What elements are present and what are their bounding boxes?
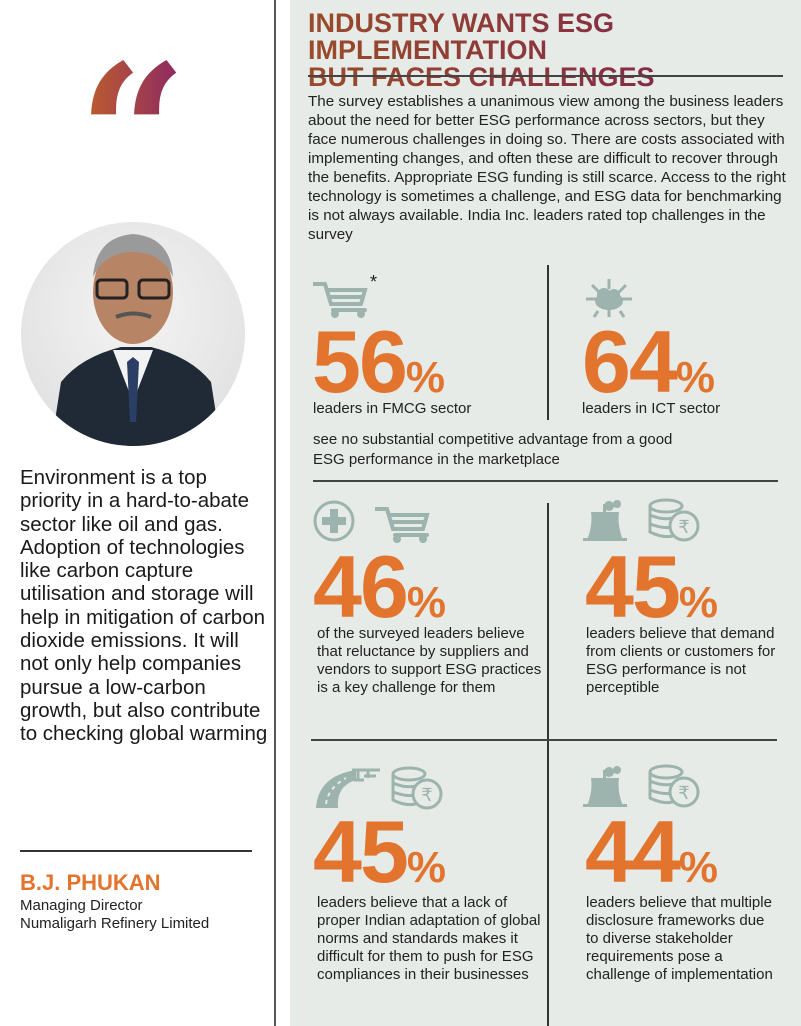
percent-sign: % [405, 353, 446, 402]
quote-divider [20, 850, 252, 852]
stat-description: of the surveyed leaders believe that rel… [317, 625, 542, 696]
stat-number: 45 [585, 537, 681, 636]
stat-description: leaders believe that demand from clients… [586, 625, 776, 696]
stat-description: leaders believe that a lack of proper In… [317, 894, 541, 983]
percent-sign: % [678, 578, 719, 627]
factory-icon [583, 500, 629, 542]
stat-number: 44 [585, 802, 681, 901]
road-icon [316, 766, 380, 808]
cloud-network-icon [582, 275, 636, 319]
speaker-name: B.J. PHUKAN [20, 870, 161, 895]
percent-sign: % [678, 843, 719, 892]
portrait-photo [21, 222, 245, 446]
title-divider [308, 75, 783, 77]
quote-text: Environment is a top priority in a hard-… [20, 466, 268, 746]
stat-value: 56% [312, 318, 446, 418]
stat-value: 45% [585, 543, 719, 643]
medical-cross-icon [313, 500, 357, 544]
stat-number: 46 [313, 537, 409, 636]
stat-value: 64% [582, 318, 716, 418]
stat-number: 56 [312, 312, 408, 411]
title-line: INDUSTRY WANTS ESG IMPLEMENTATION [308, 8, 615, 65]
quote-panel [0, 0, 275, 1026]
stat-divider [547, 265, 549, 420]
stat-number: 45 [313, 802, 409, 901]
article-title: INDUSTRY WANTS ESG IMPLEMENTATION BUT FA… [308, 10, 798, 91]
article-panel [290, 0, 801, 1026]
stat-value: 46% [313, 543, 447, 643]
column-divider [274, 0, 276, 1026]
stat-value: 45% [313, 808, 447, 908]
stat-value: 44% [585, 808, 719, 908]
row-divider [313, 480, 778, 482]
quote-mark: “ [78, 23, 187, 246]
percent-sign: % [675, 353, 716, 402]
shared-note: see no substantial competitive advantage… [313, 431, 673, 468]
percent-sign: % [406, 578, 447, 627]
stat-number: 64 [582, 312, 678, 411]
speaker-designation: Managing Director [20, 897, 143, 914]
speaker-company: Numaligarh Refinery Limited [20, 915, 210, 932]
percent-sign: % [406, 843, 447, 892]
stat-description: leaders in FMCG sector [313, 400, 472, 417]
stat-description: leaders believe that multiple disclosure… [586, 894, 773, 983]
row-divider [311, 739, 777, 741]
stat-divider [547, 503, 549, 1026]
asterisk-note: * [370, 272, 378, 292]
stat-description: leaders in ICT sector [582, 400, 721, 417]
intro-paragraph: The survey establishes a unanimous view … [308, 93, 786, 243]
title-line: BUT FACES CHALLENGES [308, 62, 655, 92]
